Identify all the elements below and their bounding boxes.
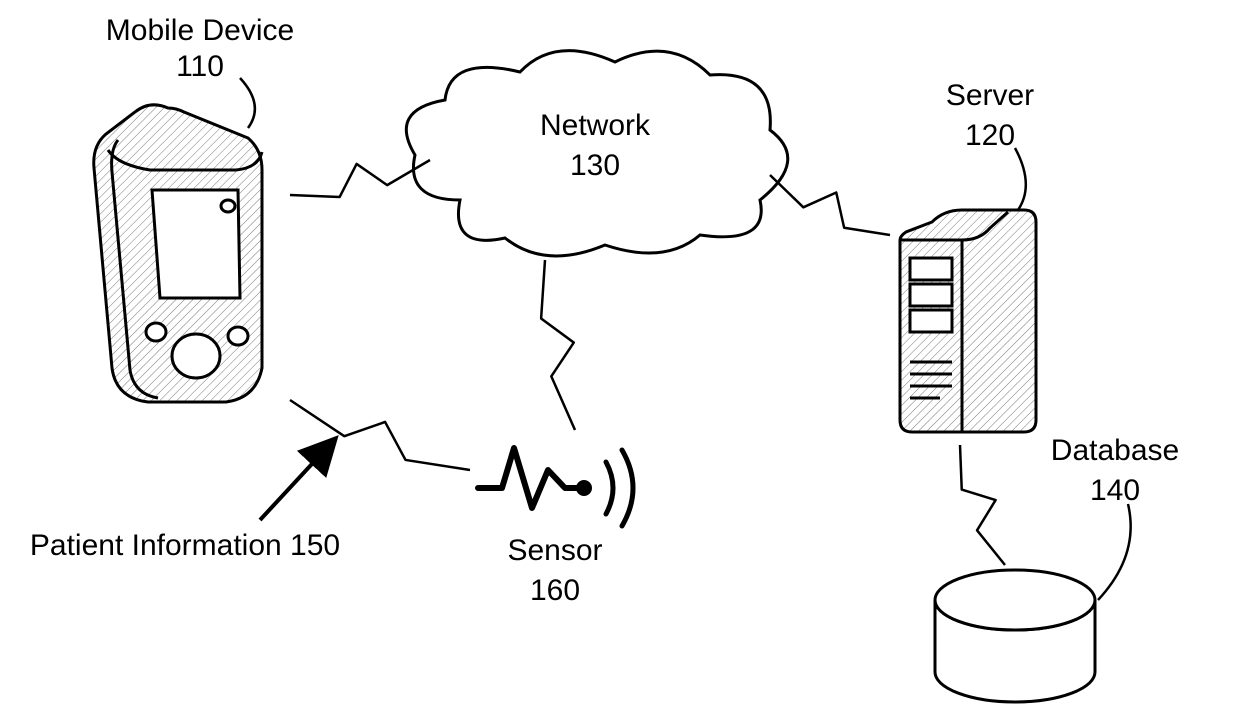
sensor-signal-arc bbox=[606, 462, 613, 514]
sensor-wave bbox=[478, 448, 580, 508]
mobile-speaker bbox=[221, 200, 235, 212]
database-ref: 140 bbox=[1090, 474, 1140, 507]
connector-network-server bbox=[770, 175, 890, 235]
database-label: Database bbox=[1051, 434, 1179, 467]
mobile-device-node bbox=[94, 105, 262, 402]
server-ref: 120 bbox=[965, 119, 1015, 152]
patient-info-label: Patient Information 150 bbox=[30, 529, 340, 562]
sensor-signal-arc bbox=[622, 450, 633, 526]
server-bay bbox=[910, 284, 952, 306]
sensor-node bbox=[478, 448, 633, 526]
network-label: Network bbox=[540, 109, 651, 142]
sensor-ref: 160 bbox=[530, 574, 580, 607]
leader-mobile bbox=[240, 78, 255, 128]
server-bay bbox=[910, 258, 952, 280]
server-label: Server bbox=[946, 79, 1034, 112]
leader-database bbox=[1098, 504, 1131, 600]
mobile-btn-center bbox=[172, 334, 220, 378]
mobile-label: Mobile Device bbox=[106, 14, 294, 47]
mobile-btn-right bbox=[228, 327, 248, 345]
server-node bbox=[900, 210, 1036, 432]
sensor-label: Sensor bbox=[507, 534, 602, 567]
db-top bbox=[935, 570, 1095, 630]
mobile-ref: 110 bbox=[176, 50, 224, 83]
leader-server bbox=[1015, 148, 1026, 210]
network-ref: 130 bbox=[570, 149, 620, 182]
patient-info-arrow bbox=[260, 438, 336, 520]
connector-server-database bbox=[960, 445, 1005, 565]
connector-mobile-network bbox=[290, 160, 430, 197]
sensor-dot bbox=[576, 480, 592, 496]
database-node bbox=[935, 570, 1095, 702]
server-bay bbox=[910, 310, 952, 332]
mobile-btn-left bbox=[146, 323, 166, 341]
connector-network-sensor bbox=[541, 260, 575, 430]
